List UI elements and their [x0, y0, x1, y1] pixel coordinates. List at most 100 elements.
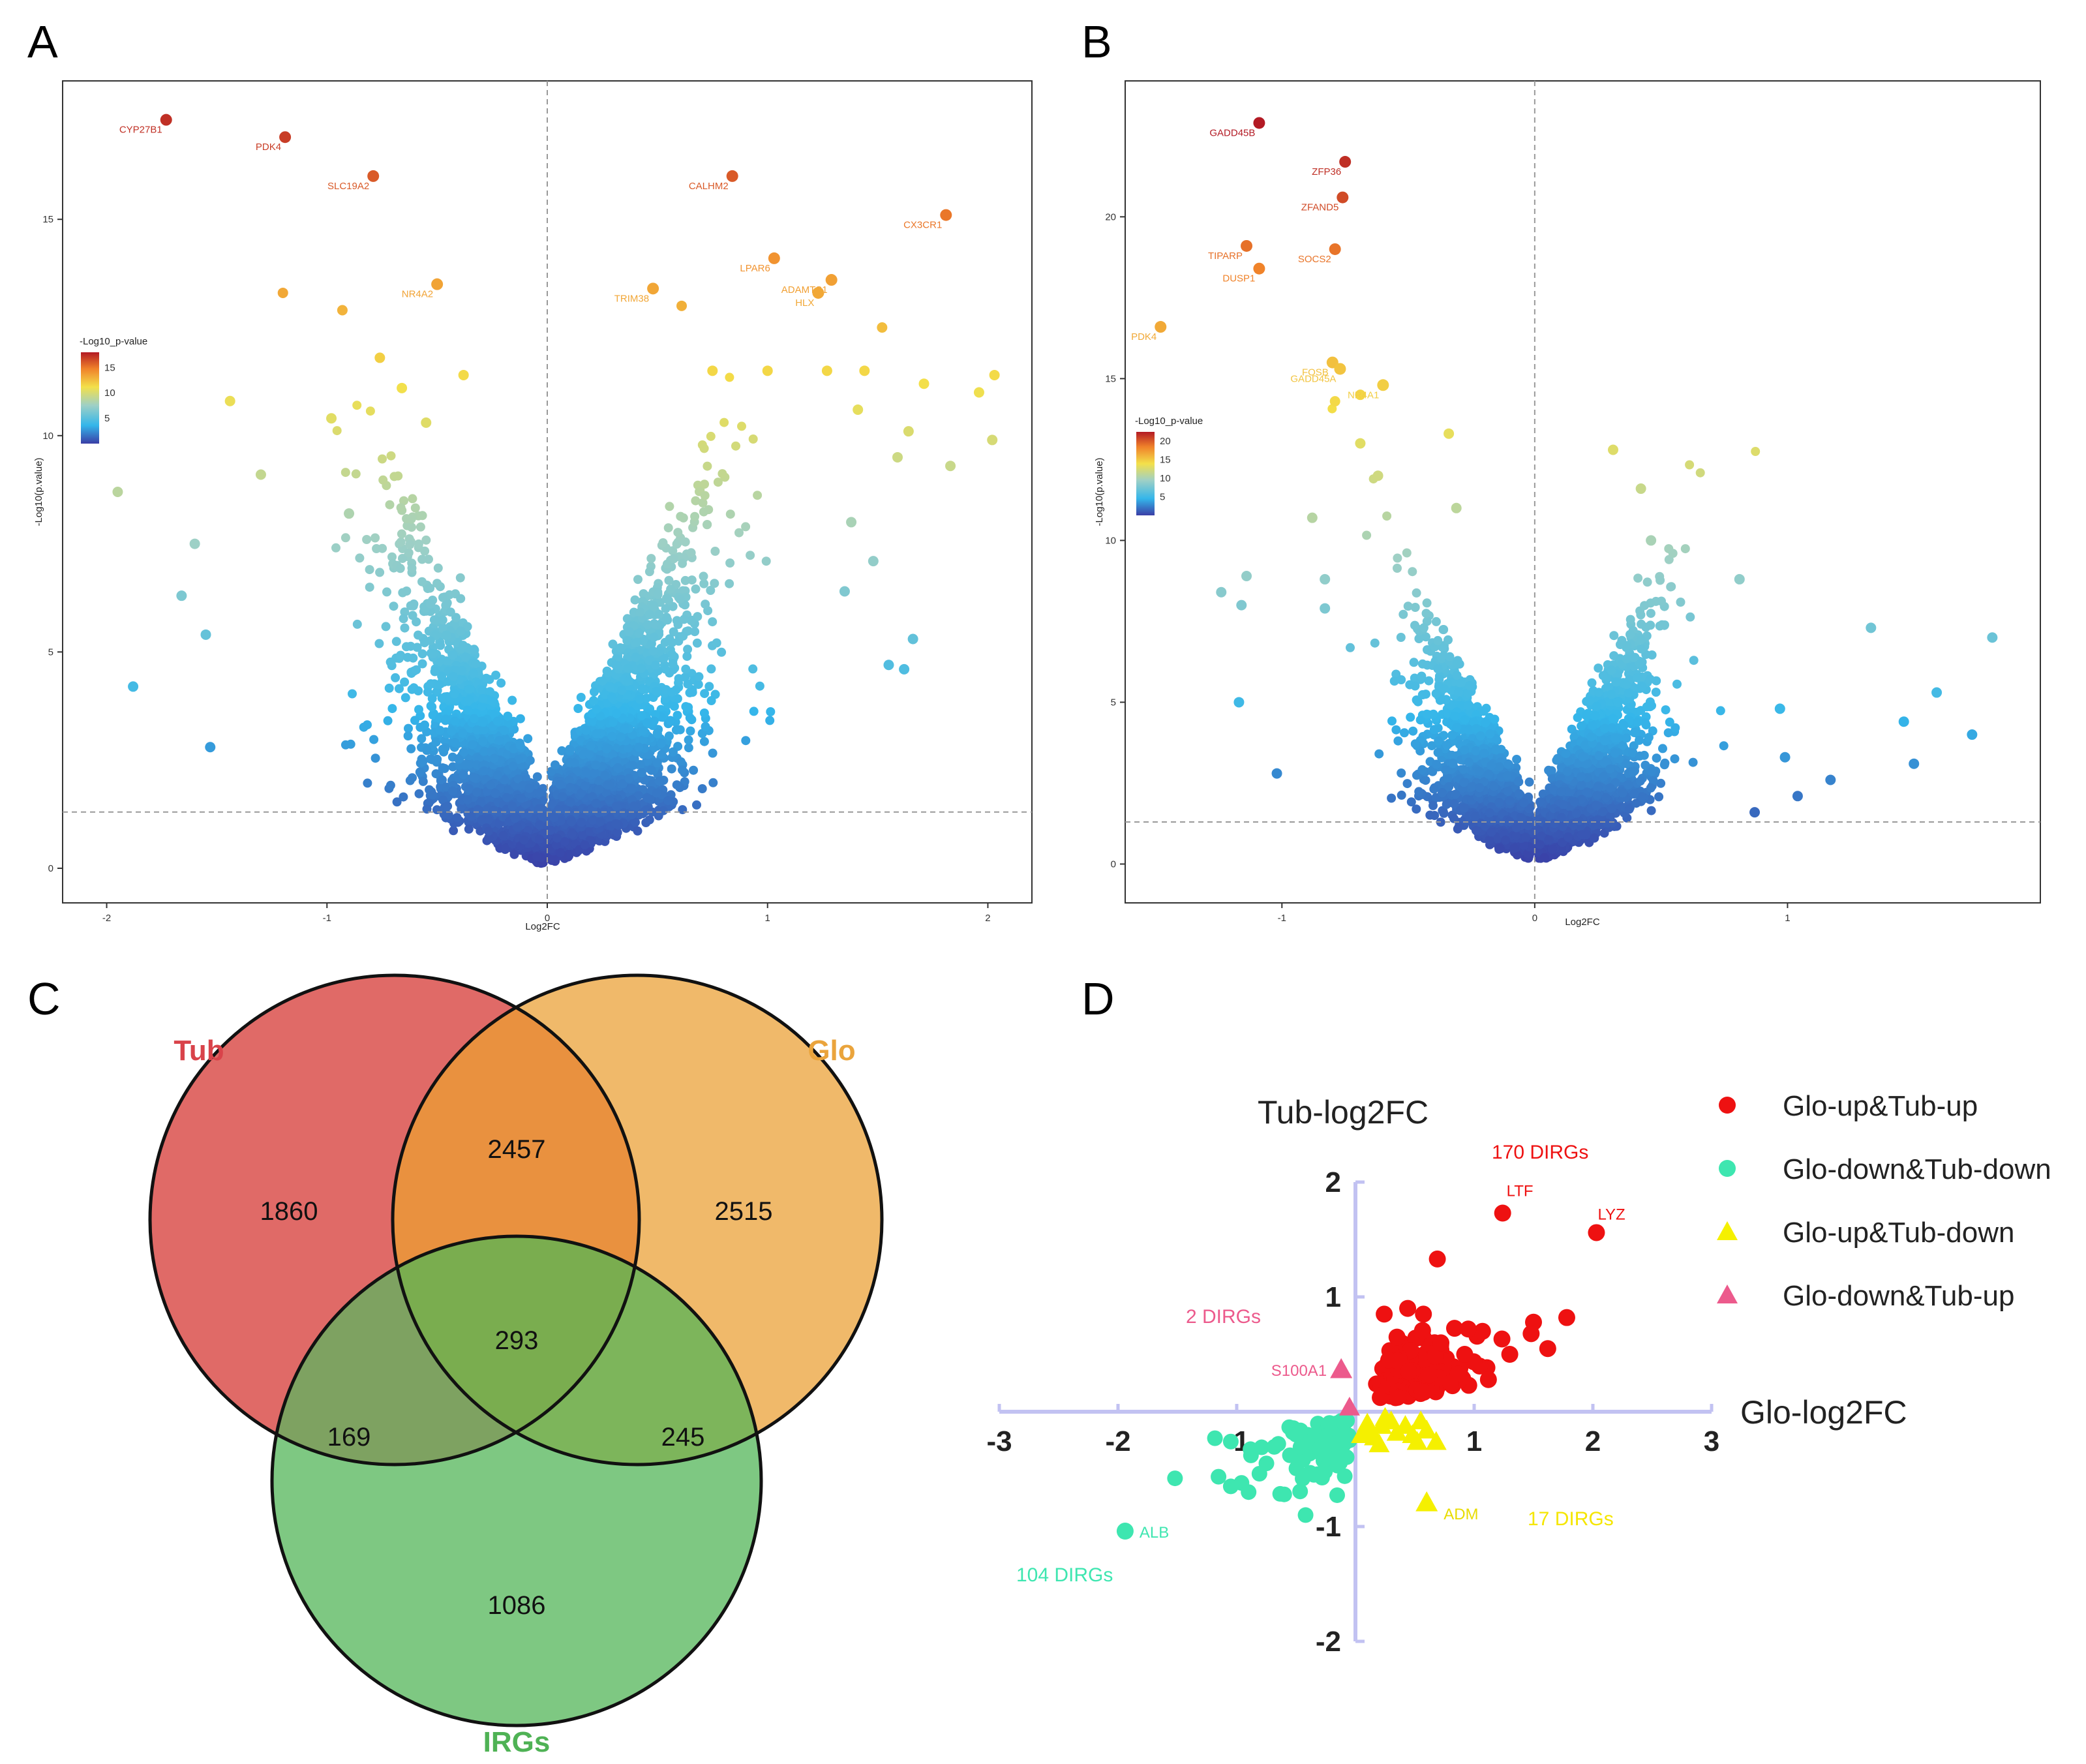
data-point — [404, 548, 414, 558]
data-point — [667, 764, 676, 774]
data-point — [688, 688, 697, 697]
data-point — [576, 693, 586, 702]
data-point — [340, 468, 350, 478]
data-point — [710, 547, 720, 556]
data-point — [717, 647, 727, 657]
panel-label-b: B — [1081, 16, 1112, 67]
data-point — [637, 768, 646, 778]
data-point — [642, 793, 652, 803]
data-point — [675, 725, 685, 735]
data-point — [423, 687, 432, 697]
volcano-plot-a: CYP27B1PDK4SLC19A2NR4A2CALHM2CX3CR1LPAR6… — [33, 80, 1033, 932]
data-point — [414, 789, 424, 798]
data-point — [389, 601, 399, 611]
data-point — [433, 563, 443, 573]
data-point — [590, 687, 599, 697]
data-point — [455, 573, 465, 583]
data-point — [500, 725, 509, 735]
data-point — [662, 559, 672, 569]
data-point — [395, 564, 405, 573]
data-point — [734, 528, 744, 538]
data-point — [365, 406, 375, 416]
data-point — [391, 637, 401, 646]
data-point — [611, 802, 621, 811]
data-point — [731, 441, 740, 451]
data-point — [681, 702, 691, 712]
data-point — [672, 540, 682, 549]
data-point — [352, 401, 362, 410]
data-point — [532, 772, 542, 782]
data-point — [622, 635, 632, 645]
data-point — [385, 500, 395, 509]
data-point — [644, 815, 654, 825]
data-point — [405, 776, 415, 785]
data-point — [402, 652, 412, 662]
data-point — [400, 623, 410, 633]
data-point — [461, 652, 470, 662]
data-point — [748, 664, 758, 674]
data-point — [352, 619, 362, 629]
data-point — [666, 585, 676, 594]
data-point — [448, 650, 458, 660]
data-point — [708, 617, 718, 627]
data-point — [683, 679, 693, 689]
data-point — [668, 659, 678, 669]
data-point — [649, 601, 659, 611]
data-point — [503, 711, 513, 721]
data-point — [396, 538, 406, 547]
data-point — [437, 693, 447, 703]
data-point — [436, 641, 446, 650]
data-point — [407, 563, 417, 573]
data-point — [370, 753, 380, 763]
data-point — [573, 704, 583, 713]
panel-label-a: A — [27, 16, 58, 67]
data-point — [402, 642, 411, 652]
data-point — [667, 637, 677, 647]
data-point — [581, 725, 591, 735]
data-point — [630, 595, 640, 605]
data-point — [657, 750, 667, 759]
data-point — [462, 705, 472, 715]
data-point — [452, 813, 462, 823]
data-point — [706, 431, 716, 441]
data-point — [477, 686, 487, 695]
data-point — [487, 696, 496, 706]
data-point — [699, 737, 709, 746]
data-point — [725, 373, 734, 382]
data-point — [665, 502, 674, 511]
data-point — [468, 740, 477, 750]
data-point — [725, 558, 735, 568]
data-point — [646, 554, 656, 564]
data-point — [699, 444, 709, 453]
data-point — [667, 650, 677, 660]
data-point — [607, 731, 617, 741]
data-point — [456, 626, 466, 636]
data-point — [765, 716, 775, 725]
data-point — [424, 555, 433, 564]
data-point — [414, 686, 423, 695]
data-point — [362, 535, 372, 544]
data-point — [703, 461, 712, 471]
data-point — [407, 523, 416, 532]
data-point — [638, 726, 648, 736]
data-point — [385, 657, 395, 667]
data-point — [684, 735, 693, 745]
data-point — [415, 767, 425, 777]
data-point — [632, 637, 642, 647]
data-point — [685, 713, 695, 723]
data-point — [761, 556, 771, 566]
data-point — [635, 695, 644, 704]
data-point — [422, 746, 432, 755]
data-point — [616, 643, 625, 652]
data-point — [498, 830, 508, 840]
data-point — [664, 731, 674, 741]
data-point — [678, 631, 688, 641]
data-point — [359, 722, 369, 732]
data-point — [692, 800, 701, 810]
data-point — [449, 689, 459, 699]
data-point — [459, 770, 468, 780]
data-point — [382, 587, 391, 597]
data-point — [704, 682, 714, 692]
data-point — [600, 770, 610, 780]
data-point — [418, 776, 428, 786]
